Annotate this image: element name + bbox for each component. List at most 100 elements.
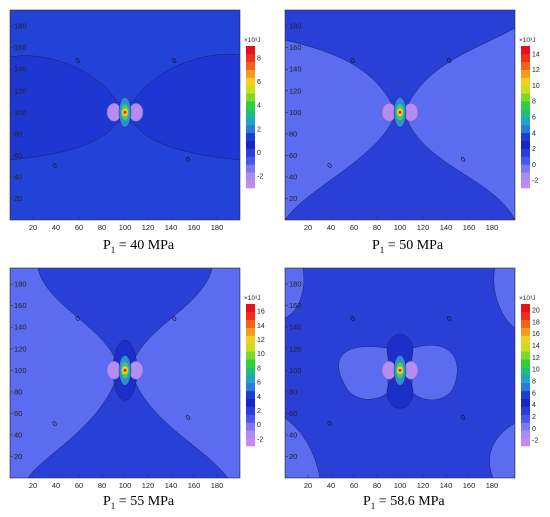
axes: 20 40 60 80 100 120 140 160 180 20 40 60 80 100 120 140… [284,267,516,490]
colorbar-swatch [521,311,530,321]
colorbar-swatch [246,319,255,328]
colorbar-tick-label: 0 [532,426,536,433]
x-tick-label: 100 [394,223,407,232]
colorbar-swatch [246,375,255,384]
colorbar: ×10³J -2 0 2 4 6 8 10 12 14 [519,37,540,189]
colorbar-swatch [246,46,255,55]
x-tick-label: 60 [350,223,358,232]
contour-label: 0 [327,162,334,170]
colorbar-swatch [521,109,530,118]
colorbar-swatch [246,398,255,407]
colorbar-swatch [521,319,530,328]
colorbar-tick-label: 6 [532,390,536,397]
contour-label: 0 [171,315,178,323]
colorbar-tick-label: 0 [257,150,261,157]
colorbar-swatch [521,327,530,336]
colorbar-swatch [521,367,530,376]
colorbar-swatch [521,406,530,415]
x-tick-label: 120 [417,481,430,490]
colorbar-tick-label: 8 [257,365,261,372]
colorbar-swatch [246,61,255,70]
energy-contour-panel-4: 0 000 20 40 60 80 100 120 140 160 180204060801001… [284,267,540,490]
x-tick-label: 20 [29,223,37,232]
zero-contour-region-right [411,344,458,401]
colorbar-swatch [521,101,530,110]
axes: 20 40 60 80 100 120 140 160 180 20 40 60 80 100 120 140… [284,9,516,232]
colorbar-swatch [246,335,255,344]
y-tick-label: 160 [289,301,302,310]
colorbar-swatch [246,53,255,63]
x-tick-label: 140 [440,223,453,232]
x-tick-label: 160 [188,481,201,490]
x-tick-label: 180 [486,223,499,232]
x-tick-label: 80 [98,223,106,232]
y-tick-label: 100 [289,108,302,117]
zero-contour-region-left [338,346,389,400]
colorbar-tick-label: 16 [257,309,265,316]
x-tick-label: 40 [327,223,335,232]
contour-label: 0 [460,414,467,422]
colorbar-swatch [521,93,530,102]
colorbar-swatch [521,172,530,181]
colorbar-swatch [521,124,530,134]
x-tick-label: 60 [75,223,83,232]
colorbar-unit: ×10³J [244,295,260,302]
colorbar-tick-label: 2 [257,408,261,415]
colorbar-tick-label: 14 [532,343,540,350]
core-red [398,368,402,372]
y-tick-label: 140 [289,323,302,332]
colorbar-swatch [246,77,255,86]
colorbar-swatch [246,359,255,368]
y-tick-label: 100 [14,108,27,117]
energy-contour-panel-2: 0 000 20 40 60 80 100 120 140 160 180204060801001… [284,9,540,232]
colorbar-tick-label: 0 [257,422,261,429]
contour-label: 0 [446,315,453,323]
colorbar: ×10³J -2 0 2 4 6 8 [244,37,263,189]
x-tick-label: 180 [486,481,499,490]
contour-plot-area: 0 0 0 0 [285,268,515,478]
colorbar-unit: ×10³J [519,295,535,302]
colorbar-unit: ×10³J [519,37,535,44]
x-tick-label: 20 [304,481,312,490]
colorbar-tick-label: -2 [532,178,538,185]
colorbar-swatch [521,382,530,392]
zero-contour-region-right [407,27,515,220]
y-tick-label: 40 [14,172,22,181]
colorbar-swatch [521,390,530,399]
zero-contour-region-bottom [10,122,240,220]
colorbar-tick-label: 0 [532,162,536,169]
x-tick-label: 60 [350,481,358,490]
colorbar-swatch [246,124,255,134]
colorbar-swatch [246,69,255,78]
colorbar-swatch [521,164,530,173]
colorbar-swatch [521,351,530,360]
colorbar-swatch [246,101,255,110]
core-red [123,368,127,372]
x-tick-label: 80 [373,481,381,490]
colorbar-swatch [246,132,255,141]
x-tick-label: 120 [142,481,155,490]
colorbar-tick-label: -2 [257,174,263,181]
contour-label: 0 [350,315,357,323]
zero-contour-region-bottom-left [285,417,321,478]
panel-3-caption: P1 = 55 MPa [103,494,175,511]
colorbar: ×10³J -2 0 2 4 6 8 10 12 14 16 [244,295,265,447]
colorbar-swatch [521,180,530,189]
colorbar: ×10³J -2 0 2 4 6 8 10 12 14 16 18 20 [519,295,540,447]
contour-label: 0 [327,420,334,428]
colorbar-swatch [521,132,530,141]
contour-plot-area: 0 0 0 0 [285,10,515,220]
y-tick-label: 160 [289,43,302,52]
zero-contour-region-left [285,39,393,220]
colorbar-tick-label: 18 [532,319,540,326]
colorbar-tick-label: 2 [532,146,536,153]
colorbar-swatch [246,140,255,149]
y-tick-label: 160 [14,301,27,310]
y-tick-label: 180 [289,22,302,31]
y-tick-label: 100 [289,366,302,375]
colorbar-swatch [246,117,255,126]
colorbar-swatch [521,61,530,70]
colorbar-swatch [521,304,530,313]
contour-label: 0 [75,57,82,65]
x-tick-label: 180 [211,481,224,490]
